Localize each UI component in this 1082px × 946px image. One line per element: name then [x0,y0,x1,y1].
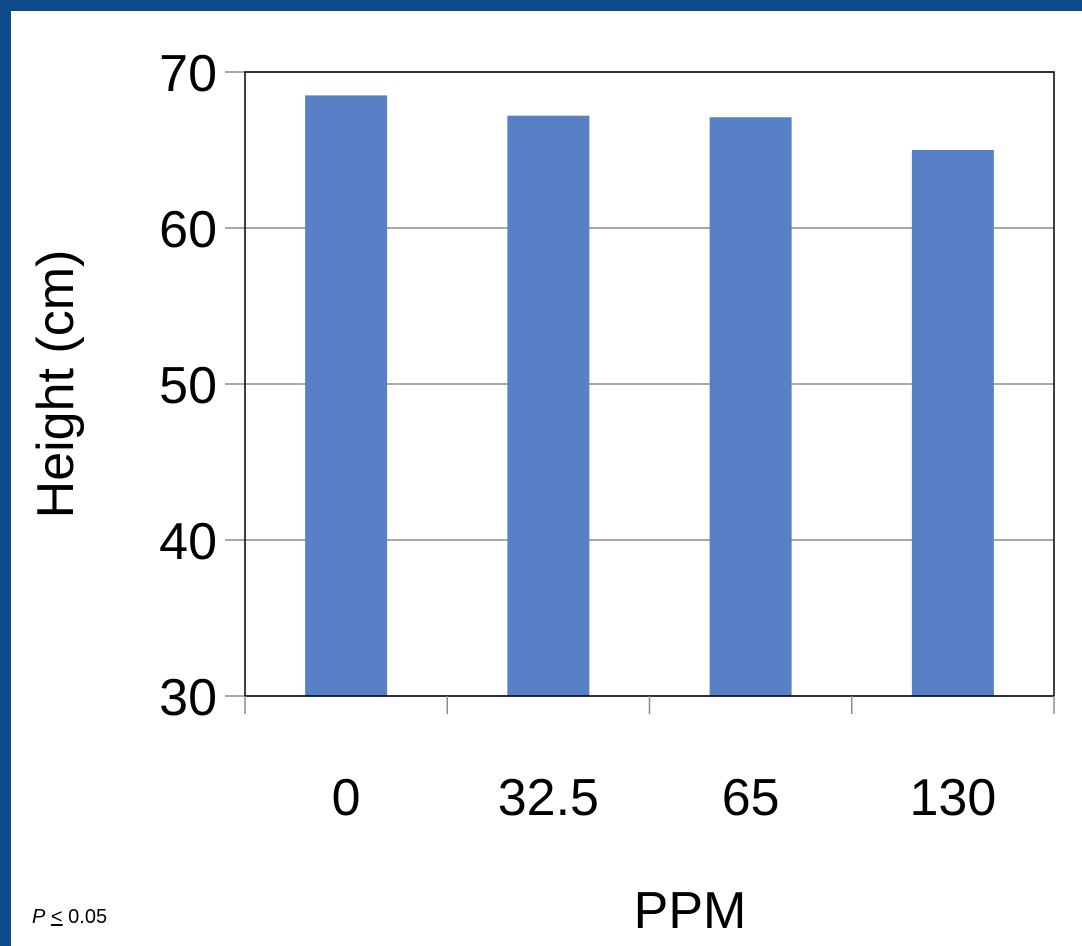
y-tick-label: 50 [159,357,217,415]
p-value: 0.05 [68,906,108,928]
bar-32.5 [507,115,590,697]
relation-symbol: < [50,906,63,928]
bar-0 [305,95,388,696]
x-axis-tick-labels: 0 32.5 65 130 [332,769,997,827]
slide-frame-left [0,0,11,946]
x-axis-tick-marks [244,696,1055,714]
y-tick-label: 70 [159,45,217,103]
x-tick-label: 65 [722,769,780,827]
bar-65 [709,117,792,697]
slide-frame-top [0,0,1082,11]
significance-note: P < 0.05 [32,906,107,929]
x-axis-label: PPM [634,882,747,940]
x-tick-label: 0 [332,769,361,827]
y-axis-label: Height (cm) [27,250,85,519]
y-axis-tick-labels: 30 40 50 60 70 [159,45,217,727]
bar-130 [911,150,994,696]
x-tick-label: 32.5 [498,769,599,827]
y-tick-label: 60 [159,201,217,259]
p-symbol: P [32,906,46,928]
bars [305,95,994,697]
y-tick-label: 30 [159,669,217,727]
x-tick-label: 130 [909,769,996,827]
y-tick-label: 40 [159,513,217,571]
